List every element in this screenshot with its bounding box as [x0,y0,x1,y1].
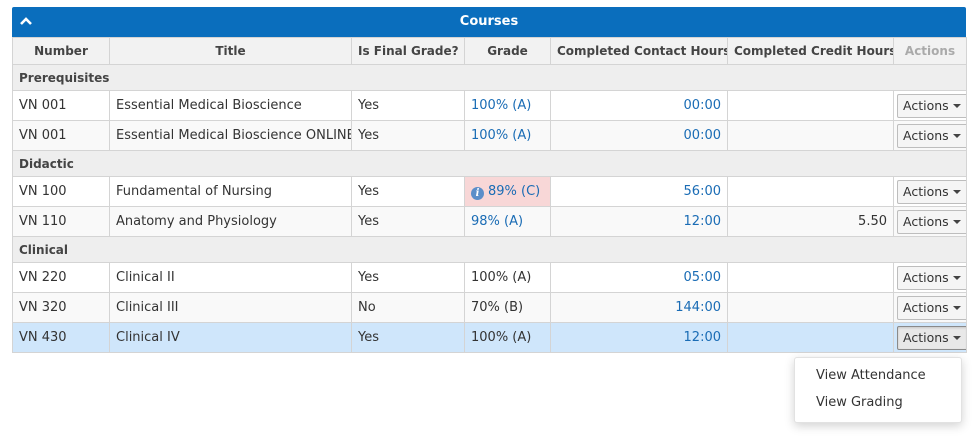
is-final-grade: Yes [351,206,465,237]
actions-button[interactable]: Actions [897,265,966,290]
caret-down-icon [952,275,961,280]
is-final-grade: No [351,292,465,323]
credit-hours [727,322,894,353]
table-row: VN 110 Anatomy and Physiology Yes 98% (A… [12,206,967,237]
course-title: Fundamental of Nursing [109,176,352,207]
panel-header: Courses [12,7,966,37]
is-final-grade: Yes [351,176,465,207]
col-is-final-grade: Is Final Grade? [351,37,465,65]
caret-down-icon [952,335,961,340]
info-icon[interactable]: i [471,186,484,200]
menu-item-view-attendance[interactable]: View Attendance [816,368,926,383]
col-title: Title [109,37,352,65]
table-row: VN 001 Essential Medical Bioscience Yes … [12,90,967,121]
table-row-selected: VN 430 Clinical IV Yes 100% (A) 12:00 Ac… [12,322,967,353]
table-row: VN 001 Essential Medical Bioscience ONLI… [12,120,967,151]
contact-hours-link[interactable]: 144:00 [675,300,721,315]
caret-down-icon [952,219,961,224]
actions-button[interactable]: Actions [897,209,966,234]
courses-panel: Courses Number Title Is Final Grade? Gra… [12,7,967,353]
col-actions: Actions [893,37,967,65]
contact-hours-link[interactable]: 00:00 [683,98,721,113]
caret-down-icon [952,103,961,108]
col-grade: Grade [464,37,551,65]
credit-hours: 5.50 [727,206,894,237]
course-number: VN 001 [12,90,110,121]
grade: 70% (B) [464,292,551,323]
contact-hours-link[interactable]: 00:00 [683,128,721,143]
course-title: Anatomy and Physiology [109,206,352,237]
actions-label: Actions [903,97,949,113]
grade-link[interactable]: 100% (A) [471,98,532,113]
group-label: Clinical [12,236,967,263]
course-number: VN 001 [12,120,110,151]
table-row: VN 220 Clinical II Yes 100% (A) 05:00 Ac… [12,262,967,293]
is-final-grade: Yes [351,262,465,293]
caret-down-icon [952,189,961,194]
actions-button[interactable]: Actions [897,295,966,320]
course-number: VN 220 [12,262,110,293]
grade-warning-cell: i 89% (C) [464,176,551,207]
group-row-didactic: Didactic [12,150,967,177]
chevron-up-icon[interactable] [18,14,34,30]
menu-item-view-grading[interactable]: View Grading [816,395,903,410]
course-title: Essential Medical Bioscience ONLINE [109,120,352,151]
header-row: Number Title Is Final Grade? Grade Compl… [12,37,967,65]
actions-button-open[interactable]: Actions [897,325,966,350]
col-credit-hours: Completed Credit Hours [727,37,894,65]
credit-hours [727,176,894,207]
caret-down-icon [952,305,961,310]
actions-button[interactable]: Actions [897,179,966,204]
grade-link[interactable]: 100% (A) [471,128,532,143]
col-contact-hours: Completed Contact Hours [550,37,728,65]
actions-button[interactable]: Actions [897,93,966,118]
group-label: Didactic [12,150,967,177]
is-final-grade: Yes [351,90,465,121]
credit-hours [727,292,894,323]
course-title: Essential Medical Bioscience [109,90,352,121]
panel-title: Courses [459,14,519,29]
table-row: VN 100 Fundamental of Nursing Yes i 89% (… [12,176,967,207]
actions-label: Actions [903,127,949,143]
course-number: VN 110 [12,206,110,237]
course-title: Clinical IV [109,322,352,353]
contact-hours-link[interactable]: 12:00 [683,330,721,345]
grade: 100% (A) [464,322,551,353]
course-number: VN 100 [12,176,110,207]
course-number: VN 320 [12,292,110,323]
caret-down-icon [952,133,961,138]
actions-label: Actions [903,299,949,315]
is-final-grade: Yes [351,120,465,151]
actions-label: Actions [903,183,949,199]
grade: 100% (A) [464,262,551,293]
actions-label: Actions [903,329,949,345]
grade-link[interactable]: 89% (C) [488,183,541,199]
grade-link[interactable]: 98% (A) [471,214,524,229]
group-label: Prerequisites [12,64,967,91]
contact-hours-link[interactable]: 56:00 [683,184,721,199]
group-row-clinical: Clinical [12,236,967,263]
actions-label: Actions [903,269,949,285]
actions-button[interactable]: Actions [897,123,966,148]
col-number: Number [12,37,110,65]
contact-hours-link[interactable]: 12:00 [683,214,721,229]
group-row-prerequisites: Prerequisites [12,64,967,91]
is-final-grade: Yes [351,322,465,353]
table-row: VN 320 Clinical III No 70% (B) 144:00 Ac… [12,292,967,323]
actions-label: Actions [903,213,949,229]
actions-dropdown-menu: View Attendance View Grading [794,357,962,423]
contact-hours-link[interactable]: 05:00 [683,270,721,285]
course-title: Clinical III [109,292,352,323]
course-title: Clinical II [109,262,352,293]
credit-hours [727,120,894,151]
credit-hours [727,90,894,121]
credit-hours [727,262,894,293]
course-number: VN 430 [12,322,110,353]
courses-table: Number Title Is Final Grade? Grade Compl… [12,37,967,353]
